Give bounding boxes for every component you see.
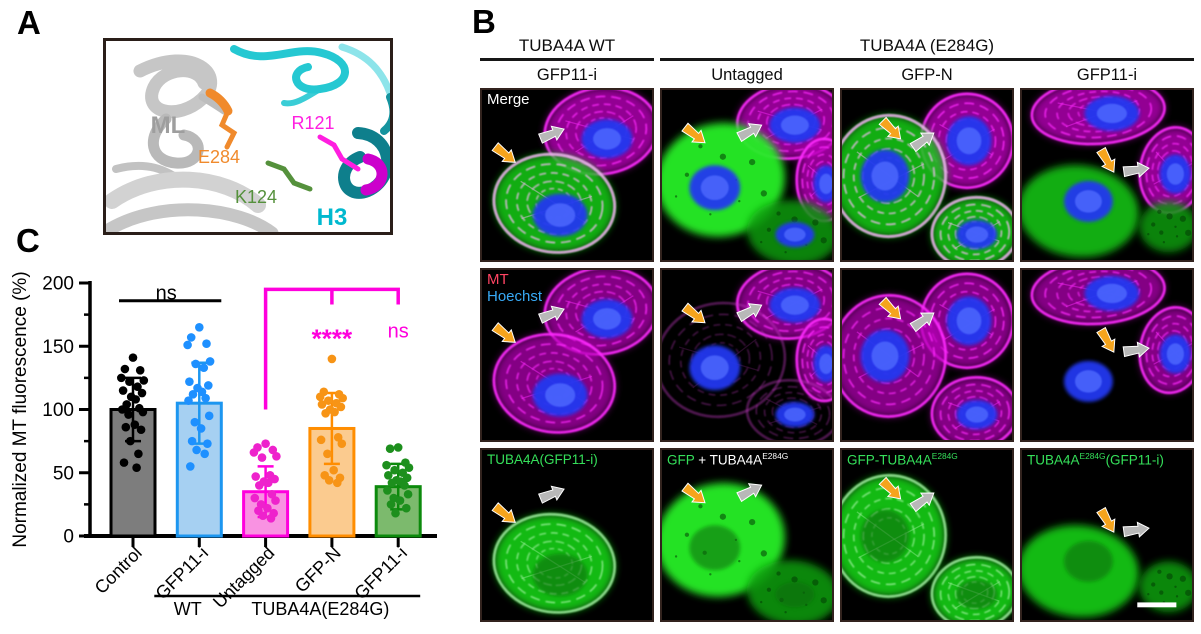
tile-label-segment: E284G [1079, 451, 1106, 461]
micrograph-image [1022, 270, 1192, 440]
svg-text:Normalized MT fluorescence (%): Normalized MT fluorescence (%) [10, 271, 31, 547]
tile-label-segment: E284G [931, 451, 958, 461]
residue-label-k124: K124 [235, 187, 277, 207]
svg-text:100: 100 [42, 400, 74, 421]
micrograph-gfp-col4: TUBA4AE284G(GFP11-i) [1020, 448, 1194, 622]
panel-c-label: C [16, 222, 40, 259]
micrograph-gfp-col3: GFP-TUBA4AE284G [840, 448, 1014, 622]
micrograph-image [842, 90, 1012, 260]
gfp-channel-label: TUBA4AE284G(GFP11-i) [1027, 451, 1164, 468]
svg-text:50: 50 [53, 463, 74, 484]
tile-label-segment: Merge [487, 91, 530, 108]
svg-text:0: 0 [63, 527, 74, 548]
channel-labels: MT Hoechst [487, 271, 543, 306]
micrograph-mt-col3 [840, 268, 1014, 442]
group-underline-e284g [660, 58, 1194, 61]
micrograph-image [482, 270, 652, 440]
micrograph-image [662, 270, 832, 440]
panel-a-label: A [17, 4, 41, 41]
svg-text:GFP11-i: GFP11-i [152, 543, 213, 604]
column-header-gfp-n: GFP-N [901, 66, 953, 84]
tile-label-segment: GFP [667, 452, 695, 468]
protein-structure-panel: ML E284 R121 K124 H3 [103, 38, 393, 235]
svg-text:WT: WT [174, 599, 202, 619]
scale-bar [1137, 602, 1177, 608]
micrograph-gfp-col1: TUBA4A(GFP11-i) [480, 448, 654, 622]
group-header-wt: TUBA4A WT [480, 36, 654, 61]
svg-text:ns: ns [156, 282, 177, 304]
tile-label-segment: + [694, 452, 710, 468]
svg-text:200: 200 [42, 274, 74, 295]
tile-label-segment: (GFP11-i) [1105, 452, 1164, 468]
panel-b-label: B [472, 3, 496, 40]
residue-label-e284: E284 [198, 147, 240, 167]
svg-text:150: 150 [42, 337, 74, 358]
tile-label-segment: GFP-TUBA4A [847, 452, 932, 468]
micrograph-image [482, 90, 652, 260]
micrograph-merge-col1: Merge [480, 88, 654, 262]
residue-label-h3: H3 [317, 204, 348, 231]
column-header-untagged: Untagged [711, 66, 783, 84]
micrograph-image [1022, 450, 1192, 620]
micrograph-image [662, 450, 832, 620]
tile-label-segment: TUBA4A(GFP11-i) [487, 452, 598, 467]
mt-label: MT [487, 271, 542, 289]
micrograph-gfp-col2: GFP + TUBA4AE284G [660, 448, 834, 622]
group-header-e284g: TUBA4A (E284G) [660, 36, 1194, 61]
gfp-channel-label: GFP-TUBA4AE284G [847, 451, 958, 468]
micrograph-image [482, 450, 652, 620]
column-header-gfp11i-e284g: GFP11-i [1076, 66, 1138, 84]
micrograph-merge-col4 [1020, 88, 1194, 262]
micrograph-image [1022, 90, 1192, 260]
svg-text:TUBA4A(E284G): TUBA4A(E284G) [251, 599, 389, 619]
tile-label-segment: TUBA4A [1027, 452, 1080, 468]
micrograph-mt-col4 [1020, 268, 1194, 442]
svg-text:GFP-N: GFP-N [291, 543, 345, 597]
svg-text:****: **** [312, 324, 353, 354]
mt-fluorescence-bar-chart: 0 50 100 150 200 Normalized MT fluorescence (… [10, 271, 437, 619]
tile-label-segment: E284G [762, 451, 789, 461]
group-header-wt-label: TUBA4A WT [518, 36, 616, 55]
svg-text:GFP11-i: GFP11-i [350, 543, 411, 604]
tile-label-segment: Hoechst [487, 287, 543, 305]
hoechst-label: Hoechst [487, 287, 543, 306]
micrograph-mt-col1: MT Hoechst [480, 268, 654, 442]
column-header-gfp11i-wt: GFP11-i [536, 66, 598, 84]
group-underline-wt [480, 58, 654, 61]
svg-text:ns: ns [388, 321, 409, 343]
micrograph-image [842, 450, 1012, 620]
residue-label-r121: R121 [291, 113, 334, 133]
micrograph-merge-col3 [840, 88, 1014, 262]
protein-structure-drawing: ML E284 R121 K124 H3 [106, 43, 390, 232]
gfp-channel-label: TUBA4A(GFP11-i) [487, 452, 598, 467]
micrograph-mt-col2 [660, 268, 834, 442]
micrograph-image [842, 270, 1012, 440]
group-header-e284g-label: TUBA4A (E284G) [859, 36, 995, 55]
tile-label-segment: TUBA4A [709, 452, 763, 468]
svg-text:Control: Control [91, 543, 146, 598]
merge-label: Merge [487, 91, 530, 109]
micrograph-image [662, 90, 832, 260]
tile-label-segment: MT [487, 271, 509, 288]
micrograph-merge-col2 [660, 88, 834, 262]
residue-label-ml: ML [151, 112, 186, 139]
gfp-channel-label: GFP + TUBA4AE284G [667, 451, 789, 468]
